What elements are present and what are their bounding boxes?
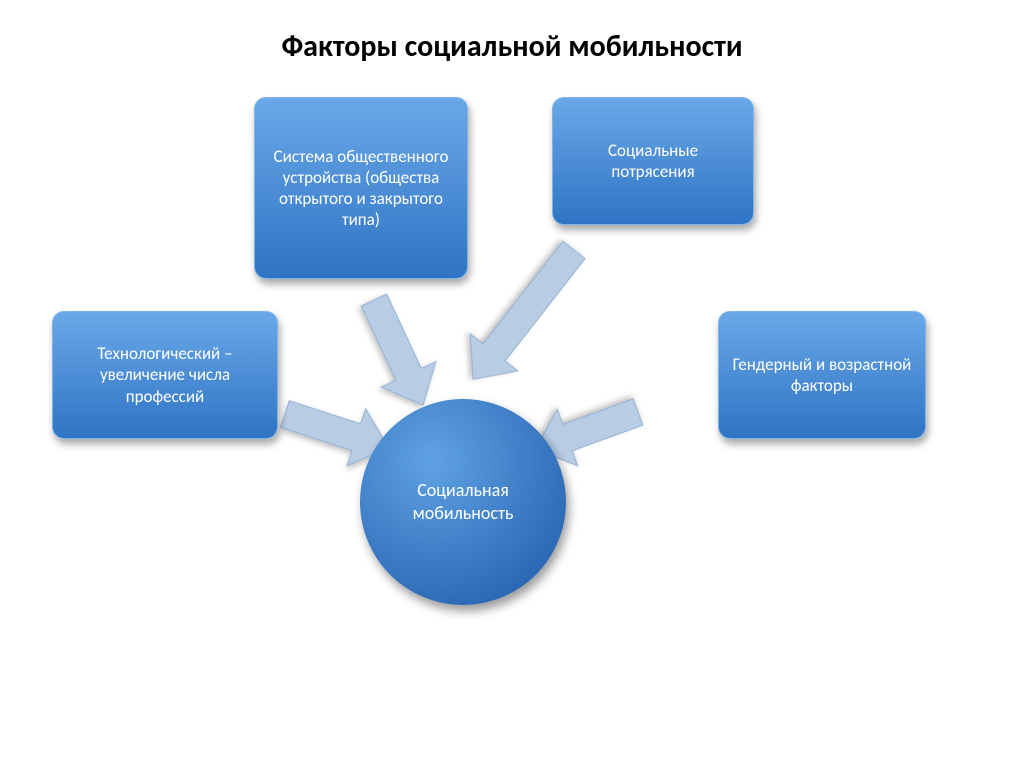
node-shocks: Социальные потрясения [552, 97, 754, 225]
center-node: Социальная мобильность [360, 399, 566, 605]
center-node-label: Социальная мобильность [413, 479, 514, 526]
node-tech-label: Технологический – увеличение числа профе… [65, 343, 265, 407]
node-gender: Гендерный и возрастной факторы [718, 311, 926, 439]
node-shocks-label: Социальные потрясения [565, 140, 741, 183]
node-system: Система общественного устройства (общест… [254, 97, 468, 279]
node-system-label: Система общественного устройства (общест… [267, 146, 455, 231]
node-tech: Технологический – увеличение числа профе… [52, 311, 278, 439]
node-gender-label: Гендерный и возрастной факторы [731, 354, 913, 397]
